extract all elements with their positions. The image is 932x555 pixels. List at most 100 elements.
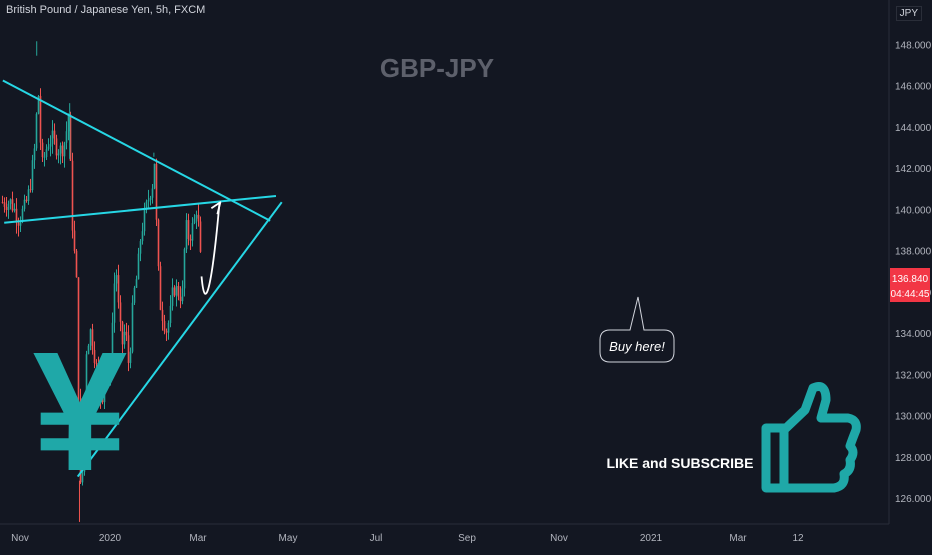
candle: [5, 196, 8, 217]
candle: [101, 398, 104, 405]
trendlines[interactable]: [2, 79, 283, 478]
candle: [189, 234, 192, 250]
candle: [117, 264, 120, 309]
candle: [15, 198, 18, 234]
price-tick-label: 148.000: [895, 40, 932, 51]
price-tick-label: 138.000: [895, 247, 932, 258]
callout-text: Buy here!: [609, 339, 665, 354]
candle: [121, 320, 124, 356]
candle: [107, 372, 110, 384]
candle: [149, 195, 152, 206]
candle: [179, 286, 182, 309]
candle: [163, 314, 166, 335]
candle: [39, 88, 42, 150]
candle: [41, 138, 44, 162]
candle: [61, 141, 64, 163]
price-tick-label: 146.000: [895, 82, 932, 93]
price-tick-label: 126.000: [895, 494, 932, 505]
bar-countdown: 04:44:45: [891, 289, 930, 300]
candle: [1, 195, 4, 204]
candle: [35, 112, 38, 151]
candles: [1, 41, 202, 522]
candle: [65, 121, 68, 150]
candle: [77, 277, 80, 405]
price-tick-label: 130.000: [895, 412, 932, 423]
candle: [73, 220, 76, 254]
candle: [85, 350, 88, 405]
cta-text: LIKE and SUBSCRIBE: [606, 455, 753, 471]
candle: [87, 343, 90, 355]
candle: [123, 324, 126, 349]
candle: [193, 214, 196, 225]
candle: [75, 248, 78, 278]
time-tick-label: Nov: [550, 533, 568, 544]
trendline[interactable]: [76, 201, 283, 478]
price-tick-label: 134.000: [895, 329, 932, 340]
candle: [109, 353, 112, 386]
candle: [137, 247, 140, 280]
candle: [63, 141, 66, 168]
candle: [157, 218, 160, 271]
chart-title: GBP-JPY: [380, 53, 494, 83]
time-tick-label: 2020: [99, 533, 122, 544]
candle: [29, 178, 32, 193]
candle: [133, 285, 136, 306]
time-tick-label: 12: [792, 533, 804, 544]
candle: [131, 295, 134, 354]
candle: [171, 278, 174, 311]
arrow-head-icon: [210, 201, 222, 215]
candle: [59, 142, 62, 165]
candle: [7, 200, 10, 219]
candle: [175, 279, 178, 307]
candle: [11, 191, 14, 213]
candle: [141, 222, 144, 245]
candle: [165, 328, 168, 341]
candle: [113, 272, 116, 333]
candle: [47, 138, 50, 151]
candle: [97, 356, 100, 382]
candle: [45, 144, 48, 160]
candle: [105, 374, 108, 391]
candle: [145, 199, 148, 214]
candle: [153, 163, 156, 190]
candle: [83, 395, 86, 476]
candle: [23, 194, 26, 212]
candle: [67, 113, 70, 141]
candle: [155, 158, 158, 226]
candle: [147, 189, 150, 209]
candle: [177, 282, 180, 301]
candle: [93, 341, 96, 369]
candle: [55, 134, 58, 160]
candle: [167, 320, 170, 340]
time-tick-label: May: [279, 533, 298, 544]
candle: [57, 149, 60, 164]
candle: [173, 285, 176, 298]
time-axis[interactable]: Nov 2020 Mar May Jul Sep Nov 2021 Mar 12: [0, 523, 889, 544]
buy-callout: Buy here!: [599, 296, 675, 363]
yen-icon: ¥: [33, 317, 128, 507]
price-tick-label: 128.000: [895, 453, 932, 464]
candle: [3, 197, 6, 213]
trendline[interactable]: [4, 194, 277, 224]
price-tick-label: 144.000: [895, 123, 932, 134]
trendline[interactable]: [2, 79, 271, 222]
candle: [31, 154, 34, 193]
candle: [199, 216, 202, 253]
candle: [53, 123, 56, 145]
candle: [19, 216, 22, 232]
time-tick-label: Mar: [189, 533, 207, 544]
candle: [151, 183, 154, 204]
candle: [103, 383, 106, 409]
candle: [71, 152, 74, 239]
currency-badge[interactable]: JPY: [895, 6, 922, 21]
candle: [191, 217, 194, 247]
symbol-title[interactable]: British Pound / Japanese Yen, 5h, FXCM: [6, 4, 206, 16]
candle: [187, 213, 190, 246]
time-tick-label: Jul: [370, 533, 383, 544]
candle: [51, 120, 54, 154]
thumbs-up-icon: [761, 382, 861, 493]
price-tick-label: 140.000: [895, 205, 932, 216]
